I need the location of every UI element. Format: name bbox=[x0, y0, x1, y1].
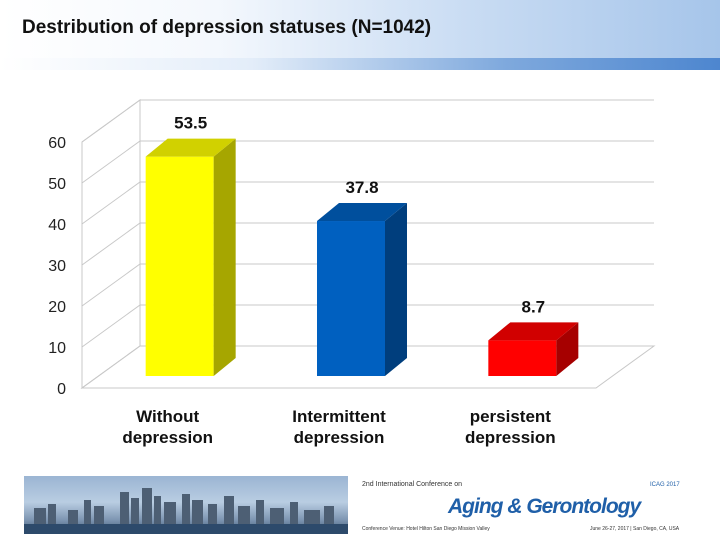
bar bbox=[488, 322, 579, 376]
bar-side bbox=[556, 322, 579, 376]
bar-side bbox=[385, 203, 407, 376]
gridline bbox=[81, 304, 654, 348]
bar-top bbox=[488, 322, 579, 341]
conference-venue: Conference Venue: Hotel Hilton San Diego… bbox=[362, 526, 490, 532]
conference-edition: 2nd International Conference on bbox=[362, 481, 463, 488]
gridline bbox=[81, 181, 654, 225]
bar-front bbox=[145, 156, 214, 376]
bar-top bbox=[145, 138, 236, 157]
data-labels: 53.5 37.8 8.7 bbox=[174, 114, 545, 317]
y-tick-label: 0 bbox=[57, 381, 66, 398]
slide-header: Destribution of depression statuses (N=1… bbox=[0, 0, 720, 70]
bar bbox=[145, 138, 236, 376]
bar-chart: 0 10 20 30 40 50 60 53.5 37.8 8.7 Without depress… bbox=[48, 99, 656, 447]
header-stripe bbox=[0, 58, 720, 70]
bar-top bbox=[317, 203, 407, 222]
data-label: 37.8 bbox=[345, 178, 378, 197]
gridline bbox=[81, 263, 654, 307]
data-label: 8.7 bbox=[522, 297, 546, 316]
category-label: Intermittent depression bbox=[292, 407, 386, 447]
chart-bars bbox=[145, 138, 579, 376]
skyline-buildings bbox=[24, 488, 348, 534]
y-axis-ticks: 0 10 20 30 40 50 60 bbox=[48, 135, 66, 398]
bar bbox=[317, 203, 407, 376]
x-axis-labels: Without depression Intermittent depression p… bbox=[122, 407, 555, 447]
y-tick-label: 10 bbox=[48, 340, 66, 357]
y-tick-label: 60 bbox=[48, 135, 66, 152]
conference-name: Aging & Gerontology bbox=[448, 495, 641, 518]
page-title: Destribution of depression statuses (N=1… bbox=[22, 17, 432, 38]
category-label: Without depression bbox=[122, 407, 213, 447]
gridline bbox=[81, 99, 654, 143]
bar-side bbox=[213, 138, 236, 376]
gridline bbox=[81, 345, 654, 389]
gridline bbox=[81, 140, 654, 184]
conference-acronym: ICAG 2017 bbox=[650, 482, 680, 488]
gridline bbox=[81, 222, 654, 266]
category-label: persistent depression bbox=[465, 407, 556, 447]
conference-dates: June 26-27, 2017 | San Diego, CA, USA bbox=[590, 526, 680, 532]
y-tick-label: 30 bbox=[48, 258, 66, 275]
chart-gridlines bbox=[81, 99, 654, 389]
y-tick-label: 50 bbox=[48, 176, 66, 193]
y-tick-label: 20 bbox=[48, 299, 66, 316]
bar-front bbox=[317, 221, 385, 376]
city-skyline-image bbox=[24, 476, 348, 534]
data-label: 53.5 bbox=[174, 114, 207, 133]
bar-front bbox=[488, 340, 557, 376]
conference-footer-banner: 2nd International Conference on Aging & … bbox=[0, 470, 720, 540]
y-tick-label: 40 bbox=[48, 217, 66, 234]
